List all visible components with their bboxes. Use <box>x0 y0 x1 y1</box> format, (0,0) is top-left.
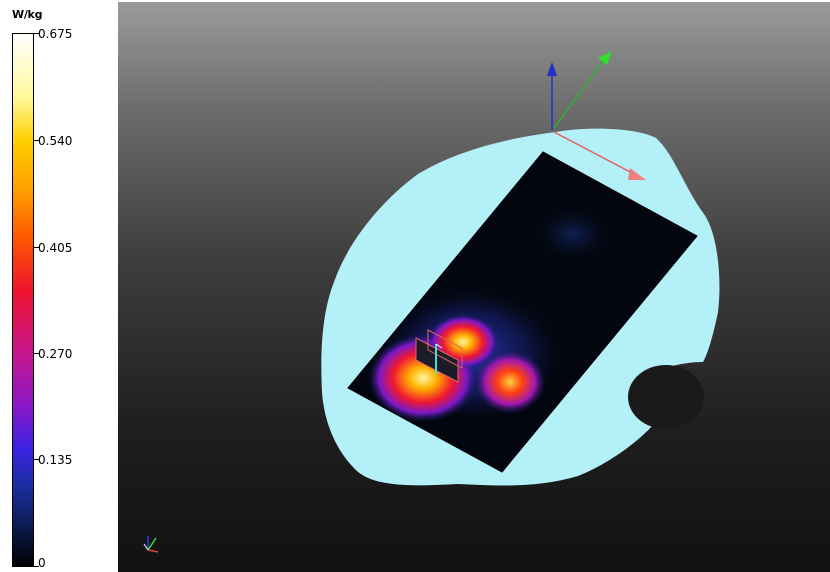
tick-label-min: 0 <box>38 556 46 570</box>
tick-label: 0.270 <box>38 347 73 361</box>
color-scale-bar <box>12 33 34 567</box>
tick-mark <box>34 247 39 248</box>
tick-label-max: 0.675 <box>38 27 73 41</box>
tick-mark <box>34 140 39 141</box>
tick-label: 0.540 <box>38 134 73 148</box>
tick-mark <box>34 353 39 354</box>
tick-mark <box>34 33 39 34</box>
unit-label: W/kg <box>12 8 43 21</box>
colorbar-legend: W/kg 0.675 0.540 0.405 0.270 0.135 0 <box>0 0 118 572</box>
tick-label: 0.405 <box>38 241 73 255</box>
axes-triad <box>547 51 646 180</box>
tick-mark <box>34 566 39 567</box>
tick-mark <box>34 459 39 460</box>
tick-label: 0.135 <box>38 453 73 467</box>
phantom-notch <box>628 365 704 429</box>
orientation-gizmo <box>143 536 159 553</box>
3d-viewport[interactable] <box>118 2 830 572</box>
device-model <box>415 329 463 383</box>
